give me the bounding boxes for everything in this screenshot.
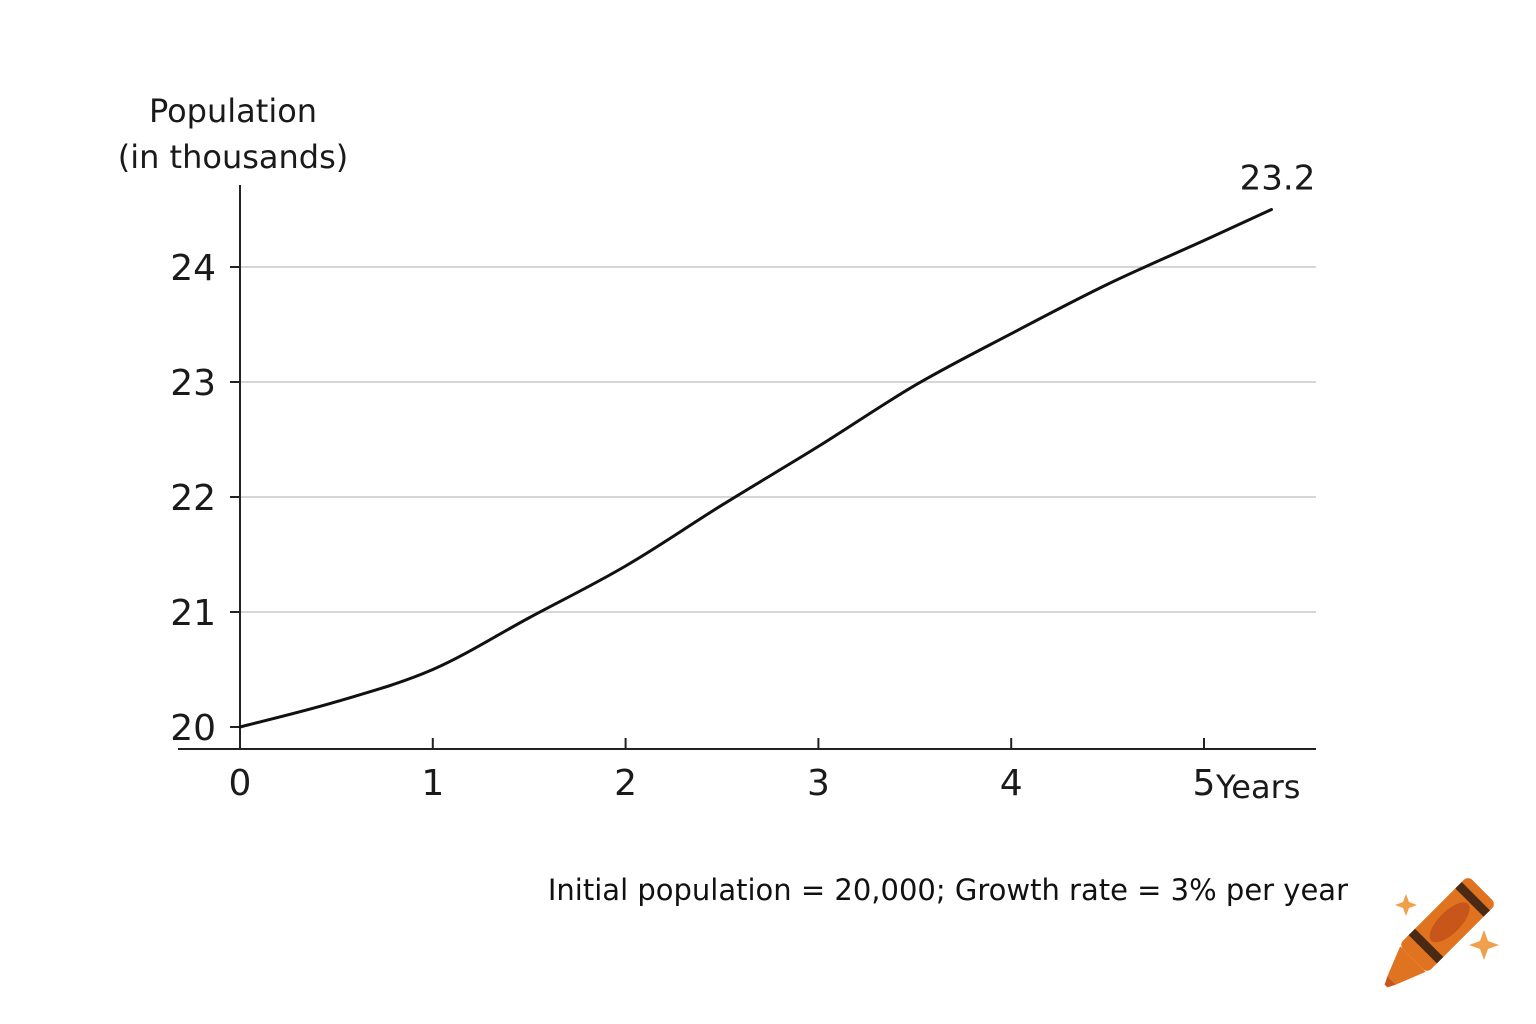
y-tick-label-24: 24 <box>170 248 216 289</box>
y-tick-label-21: 21 <box>170 593 216 634</box>
crayon-icon <box>1384 878 1499 988</box>
grid-lines <box>240 266 1316 613</box>
sparkle-small <box>1395 894 1417 916</box>
series-line-0 <box>238 208 1273 729</box>
x-tick-label-3: 3 <box>807 763 830 804</box>
y-tick-label-20: 20 <box>170 708 216 749</box>
chart-caption: Initial population = 20,000; Growth rate… <box>547 873 1348 907</box>
y-axis-label-line-1: Population <box>148 92 318 130</box>
y-tick-label-23: 23 <box>170 363 216 404</box>
axes <box>178 185 1316 750</box>
x-tick-label-0: 0 <box>229 763 252 804</box>
annotations: 23.2 <box>1240 159 1316 199</box>
y-axis-label-line-2: (in thousands) <box>117 138 349 176</box>
crayon-band-right <box>1455 882 1490 917</box>
x-tick-label-1: 1 <box>421 763 444 804</box>
crayon-tip-end <box>1384 976 1396 988</box>
y-tick-label-22: 22 <box>170 478 216 519</box>
end-value-label: 23.2 <box>1240 159 1316 199</box>
crayon-shine <box>1429 902 1470 943</box>
sparkle-large <box>1469 930 1499 960</box>
x-tick-label-5: 5 <box>1193 763 1216 804</box>
x-axis-label: Years <box>1215 768 1300 806</box>
x-tick-label-4: 4 <box>1000 763 1023 804</box>
crayon-band-left <box>1408 928 1444 964</box>
crayon-tip <box>1387 946 1426 985</box>
series <box>238 208 1273 729</box>
x-tick-label-2: 2 <box>614 763 637 804</box>
